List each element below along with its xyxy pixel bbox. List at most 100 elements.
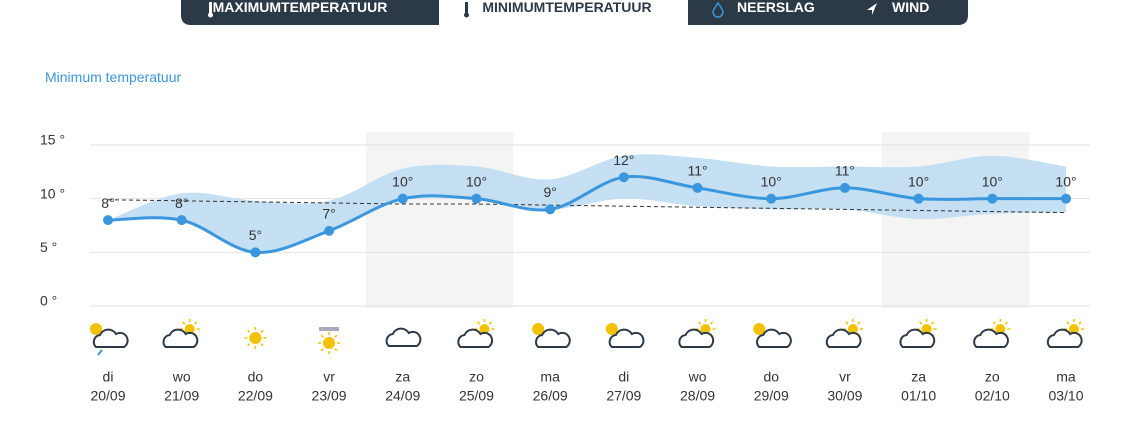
cloud bbox=[825, 328, 862, 348]
sun-ray bbox=[709, 321, 714, 325]
sun-ray bbox=[334, 348, 338, 352]
active-tab-bg bbox=[439, 0, 688, 25]
value-label: 10° bbox=[466, 173, 487, 189]
day-label: di bbox=[103, 369, 114, 385]
temperature-point bbox=[324, 225, 335, 236]
temperature-point bbox=[176, 215, 187, 226]
weekend-shade bbox=[439, 132, 514, 308]
sun-ray bbox=[1004, 321, 1008, 325]
sun bbox=[753, 323, 766, 335]
y-tick-label: 15 ° bbox=[40, 132, 65, 148]
rain bbox=[97, 349, 103, 356]
value-label: 12° bbox=[613, 152, 634, 168]
value-label: 9° bbox=[543, 184, 556, 200]
sun bbox=[479, 324, 490, 334]
cloud bbox=[92, 328, 129, 348]
sun-ray bbox=[931, 321, 935, 325]
range-band bbox=[108, 154, 1066, 253]
sun bbox=[995, 324, 1006, 334]
temperature-point bbox=[987, 193, 998, 204]
value-label: 10° bbox=[761, 173, 782, 189]
sun-ray bbox=[476, 321, 481, 325]
y-tick-label: 10 ° bbox=[40, 185, 65, 201]
temperature-point bbox=[103, 215, 113, 226]
temperature-point bbox=[1061, 193, 1071, 204]
tab[interactable]: WIND bbox=[892, 0, 929, 15]
temperature-point bbox=[766, 193, 777, 204]
sun-ray bbox=[260, 343, 264, 347]
sun bbox=[921, 324, 932, 334]
day-label: wo bbox=[172, 369, 191, 385]
value-label: 8° bbox=[101, 195, 114, 211]
sun bbox=[700, 324, 711, 334]
temperature-point bbox=[839, 182, 850, 193]
value-label: 10° bbox=[982, 173, 1003, 189]
date-label: 20/09 bbox=[90, 388, 125, 404]
day-label: do bbox=[248, 369, 264, 385]
tab[interactable]: MINIMUMTEMPERATUUR bbox=[482, 0, 651, 15]
date-label: 03/10 bbox=[1048, 388, 1083, 404]
date-label: 26/09 bbox=[533, 388, 568, 404]
weather-icon bbox=[753, 323, 792, 348]
cloud bbox=[162, 328, 199, 348]
sun bbox=[249, 332, 262, 344]
sun-ray bbox=[488, 321, 493, 325]
weather-icon bbox=[90, 323, 129, 356]
fog bbox=[319, 327, 340, 331]
sun-ray bbox=[334, 334, 338, 338]
cloud bbox=[385, 327, 422, 347]
tab[interactable]: NEERSLAG bbox=[737, 0, 815, 15]
sun bbox=[323, 337, 336, 349]
value-label: 10° bbox=[392, 173, 413, 189]
sun-ray bbox=[320, 334, 324, 338]
date-label: 27/09 bbox=[606, 388, 641, 404]
date-label: 23/09 bbox=[312, 388, 347, 404]
date-label: 25/09 bbox=[459, 388, 494, 404]
day-label: wo bbox=[688, 369, 707, 385]
day-label: do bbox=[763, 369, 779, 385]
weather-icon bbox=[1046, 319, 1084, 348]
weather-icon bbox=[678, 319, 716, 348]
date-label: 02/10 bbox=[975, 388, 1010, 404]
temperature-point bbox=[250, 247, 261, 258]
value-label: 11° bbox=[835, 163, 855, 179]
day-label: vr bbox=[839, 369, 851, 385]
sun bbox=[847, 324, 858, 334]
temperature-point bbox=[471, 193, 482, 204]
background-layer bbox=[365, 132, 1030, 308]
cloud bbox=[608, 328, 645, 348]
temperature-point bbox=[545, 204, 556, 215]
cloud bbox=[756, 328, 792, 348]
date-label: 22/09 bbox=[238, 388, 273, 404]
day-label: ma bbox=[1056, 369, 1076, 385]
sun-ray bbox=[194, 321, 198, 325]
chart-title: Minimum temperatuur bbox=[45, 69, 181, 85]
weather-icon bbox=[457, 319, 495, 348]
cloud bbox=[535, 328, 571, 348]
sun-ray bbox=[182, 321, 186, 325]
temperature-point bbox=[397, 193, 408, 204]
sun-ray bbox=[919, 321, 923, 325]
temperature-point bbox=[913, 193, 924, 204]
sun bbox=[605, 323, 618, 335]
sun-ray bbox=[845, 321, 849, 325]
cloud bbox=[899, 328, 936, 348]
sun bbox=[532, 323, 545, 335]
weather-icon bbox=[899, 319, 937, 348]
day-label: zo bbox=[985, 369, 1000, 385]
date-label: 21/09 bbox=[164, 388, 199, 404]
day-label: ma bbox=[540, 369, 560, 385]
weather-icon bbox=[162, 319, 200, 348]
cloud bbox=[973, 328, 1009, 348]
normal-line bbox=[107, 199, 1067, 214]
temperature-point bbox=[692, 182, 703, 193]
temperature-point bbox=[618, 172, 629, 183]
sun bbox=[1069, 324, 1079, 334]
sun-ray bbox=[260, 329, 264, 333]
y-tick-label: 5 ° bbox=[40, 239, 57, 255]
value-label: 11° bbox=[687, 163, 707, 179]
value-label: 10° bbox=[1055, 173, 1076, 189]
tab[interactable]: MAXIMUMTEMPERATUUR bbox=[213, 0, 388, 15]
date-label: 01/10 bbox=[901, 388, 936, 404]
